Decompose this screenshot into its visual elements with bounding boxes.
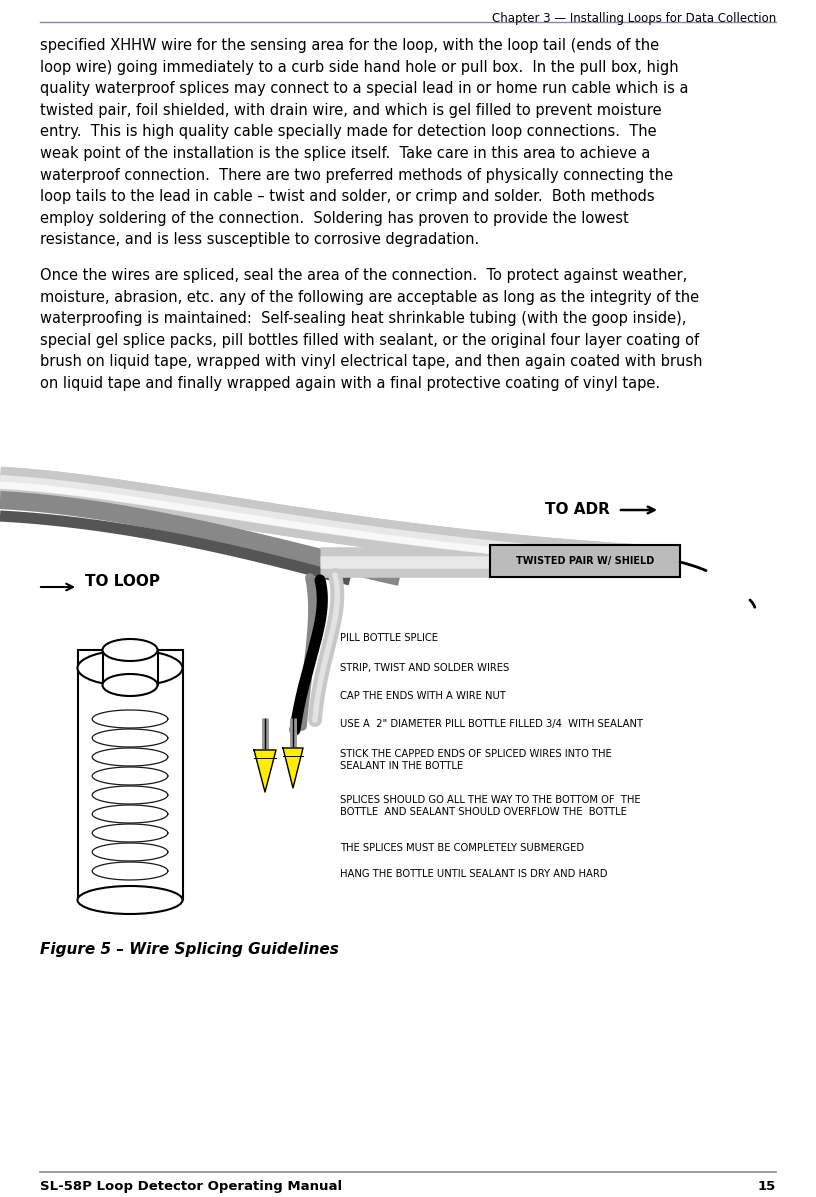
Text: CAP THE ENDS WITH A WIRE NUT: CAP THE ENDS WITH A WIRE NUT: [340, 691, 506, 701]
Text: Once the wires are spliced, seal the area of the connection.  To protect against: Once the wires are spliced, seal the are…: [40, 268, 703, 391]
Text: Figure 5 – Wire Splicing Guidelines: Figure 5 – Wire Splicing Guidelines: [40, 942, 339, 956]
Bar: [78, 650, 183, 900]
Text: SPLICES SHOULD GO ALL THE WAY TO THE BOTTOM OF  THE
BOTTLE  AND SEALANT SHOULD O: SPLICES SHOULD GO ALL THE WAY TO THE BOT…: [340, 795, 641, 818]
Text: STRIP, TWIST AND SOLDER WIRES: STRIP, TWIST AND SOLDER WIRES: [340, 663, 509, 673]
Ellipse shape: [103, 674, 157, 695]
Text: specified XHHW wire for the sensing area for the loop, with the loop tail (ends : specified XHHW wire for the sensing area…: [40, 38, 689, 248]
Text: SL-58P Loop Detector Operating Manual: SL-58P Loop Detector Operating Manual: [40, 1180, 342, 1193]
Text: HANG THE BOTTLE UNTIL SEALANT IS DRY AND HARD: HANG THE BOTTLE UNTIL SEALANT IS DRY AND…: [340, 869, 607, 879]
Polygon shape: [254, 751, 276, 792]
Text: TO ADR: TO ADR: [545, 503, 610, 517]
Text: TWISTED PAIR W/ SHIELD: TWISTED PAIR W/ SHIELD: [516, 555, 654, 566]
Ellipse shape: [78, 886, 183, 915]
Text: Chapter 3 — Installing Loops for Data Collection: Chapter 3 — Installing Loops for Data Co…: [492, 12, 776, 25]
Text: TO LOOP: TO LOOP: [85, 575, 160, 589]
Ellipse shape: [78, 650, 183, 686]
Bar: [103, 650, 157, 685]
Bar: [490, 545, 680, 577]
Text: THE SPLICES MUST BE COMPLETELY SUBMERGED: THE SPLICES MUST BE COMPLETELY SUBMERGED: [340, 843, 584, 853]
Polygon shape: [283, 748, 303, 788]
Text: USE A  2" DIAMETER PILL BOTTLE FILLED 3/4  WITH SEALANT: USE A 2" DIAMETER PILL BOTTLE FILLED 3/4…: [340, 719, 643, 729]
Text: 15: 15: [758, 1180, 776, 1193]
Text: STICK THE CAPPED ENDS OF SPLICED WIRES INTO THE
SEALANT IN THE BOTTLE: STICK THE CAPPED ENDS OF SPLICED WIRES I…: [340, 749, 612, 771]
Text: PILL BOTTLE SPLICE: PILL BOTTLE SPLICE: [340, 633, 438, 643]
Ellipse shape: [103, 639, 157, 661]
